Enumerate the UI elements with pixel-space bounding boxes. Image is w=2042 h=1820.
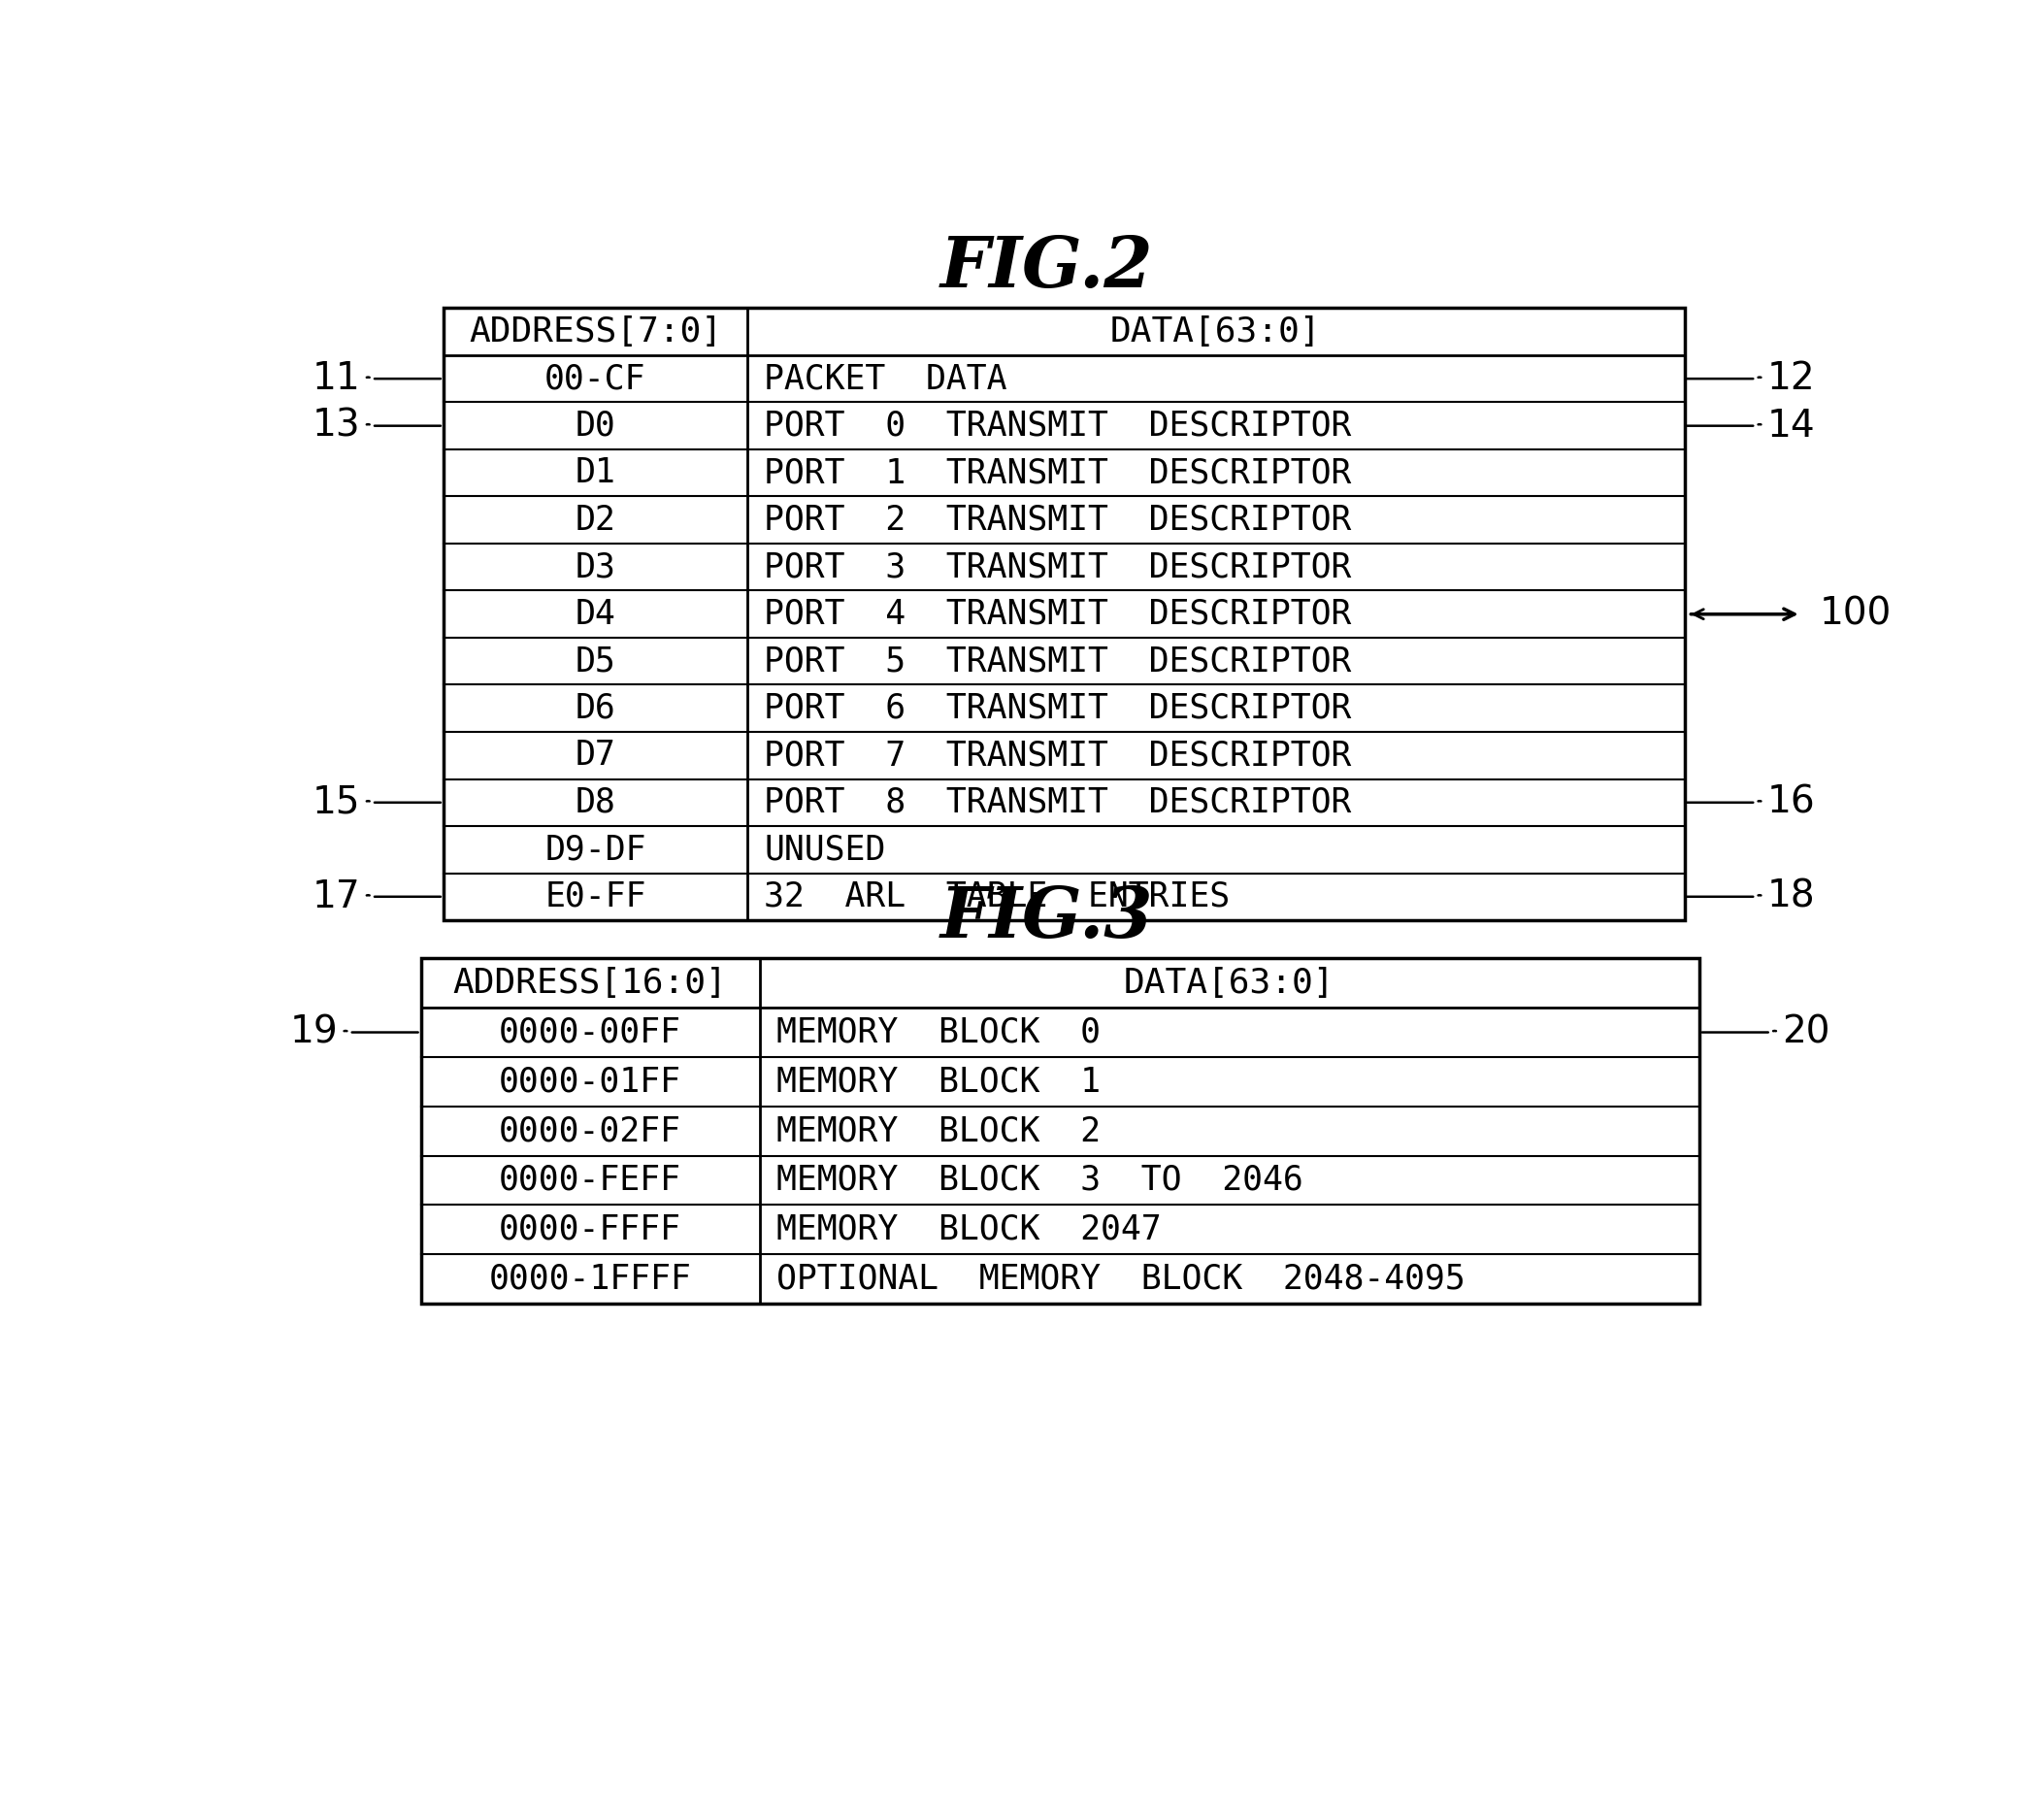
- Text: D8: D8: [576, 786, 615, 819]
- Text: DATA[63:0]: DATA[63:0]: [1123, 966, 1335, 999]
- Text: 14: 14: [1766, 408, 1815, 444]
- Text: D1: D1: [576, 457, 615, 490]
- Text: MEMORY  BLOCK  0: MEMORY BLOCK 0: [776, 1016, 1101, 1048]
- Text: E0-FF: E0-FF: [545, 881, 645, 914]
- Text: PORT  8  TRANSMIT  DESCRIPTOR: PORT 8 TRANSMIT DESCRIPTOR: [764, 786, 1352, 819]
- Bar: [421, 959, 1699, 1303]
- Text: ADDRESS[7:0]: ADDRESS[7:0]: [470, 315, 723, 348]
- Text: 32  ARL  TABLE  ENTRIES: 32 ARL TABLE ENTRIES: [764, 881, 1229, 914]
- Text: FIG.3: FIG.3: [939, 883, 1154, 952]
- Text: MEMORY  BLOCK  2: MEMORY BLOCK 2: [776, 1114, 1101, 1147]
- Text: 16: 16: [1766, 784, 1815, 821]
- Text: OPTIONAL  MEMORY  BLOCK  2048-4095: OPTIONAL MEMORY BLOCK 2048-4095: [776, 1263, 1464, 1296]
- Text: D6: D6: [576, 692, 615, 724]
- Text: UNUSED: UNUSED: [764, 834, 886, 866]
- Text: PACKET  DATA: PACKET DATA: [764, 362, 1007, 395]
- Text: 17: 17: [312, 879, 361, 915]
- Text: 00-CF: 00-CF: [545, 362, 645, 395]
- Text: 15: 15: [312, 784, 361, 821]
- Text: PORT  3  TRANSMIT  DESCRIPTOR: PORT 3 TRANSMIT DESCRIPTOR: [764, 551, 1352, 584]
- Text: PORT  2  TRANSMIT  DESCRIPTOR: PORT 2 TRANSMIT DESCRIPTOR: [764, 504, 1352, 537]
- Text: MEMORY  BLOCK  1: MEMORY BLOCK 1: [776, 1065, 1101, 1097]
- Text: DATA[63:0]: DATA[63:0]: [1111, 315, 1321, 348]
- Text: D3: D3: [576, 551, 615, 584]
- Text: ADDRESS[16:0]: ADDRESS[16:0]: [453, 966, 727, 999]
- Text: 12: 12: [1766, 360, 1815, 397]
- Text: 0000-FEFF: 0000-FEFF: [498, 1163, 682, 1198]
- Text: MEMORY  BLOCK  3  TO  2046: MEMORY BLOCK 3 TO 2046: [776, 1163, 1303, 1198]
- Text: 11: 11: [312, 360, 361, 397]
- Text: D7: D7: [576, 739, 615, 772]
- Text: FIG.2: FIG.2: [939, 233, 1154, 302]
- Text: PORT  1  TRANSMIT  DESCRIPTOR: PORT 1 TRANSMIT DESCRIPTOR: [764, 457, 1352, 490]
- Text: PORT  5  TRANSMIT  DESCRIPTOR: PORT 5 TRANSMIT DESCRIPTOR: [764, 644, 1352, 677]
- Text: PORT  4  TRANSMIT  DESCRIPTOR: PORT 4 TRANSMIT DESCRIPTOR: [764, 597, 1352, 632]
- Text: 19: 19: [290, 1014, 339, 1050]
- Text: D4: D4: [576, 597, 615, 632]
- Text: 18: 18: [1766, 879, 1815, 915]
- Text: D0: D0: [576, 410, 615, 442]
- Text: PORT  0  TRANSMIT  DESCRIPTOR: PORT 0 TRANSMIT DESCRIPTOR: [764, 410, 1352, 442]
- Bar: [443, 308, 1685, 921]
- Text: 0000-1FFFF: 0000-1FFFF: [488, 1263, 692, 1296]
- Text: D5: D5: [576, 644, 615, 677]
- Text: 13: 13: [312, 408, 361, 444]
- Text: D9-DF: D9-DF: [545, 834, 645, 866]
- Text: 0000-01FF: 0000-01FF: [498, 1065, 682, 1097]
- Text: 0000-FFFF: 0000-FFFF: [498, 1214, 682, 1247]
- Text: D2: D2: [576, 504, 615, 537]
- Text: 100: 100: [1819, 595, 1893, 633]
- Text: PORT  6  TRANSMIT  DESCRIPTOR: PORT 6 TRANSMIT DESCRIPTOR: [764, 692, 1352, 724]
- Text: 20: 20: [1783, 1014, 1830, 1050]
- Text: PORT  7  TRANSMIT  DESCRIPTOR: PORT 7 TRANSMIT DESCRIPTOR: [764, 739, 1352, 772]
- Text: 0000-00FF: 0000-00FF: [498, 1016, 682, 1048]
- Text: MEMORY  BLOCK  2047: MEMORY BLOCK 2047: [776, 1214, 1162, 1247]
- Text: 0000-02FF: 0000-02FF: [498, 1114, 682, 1147]
